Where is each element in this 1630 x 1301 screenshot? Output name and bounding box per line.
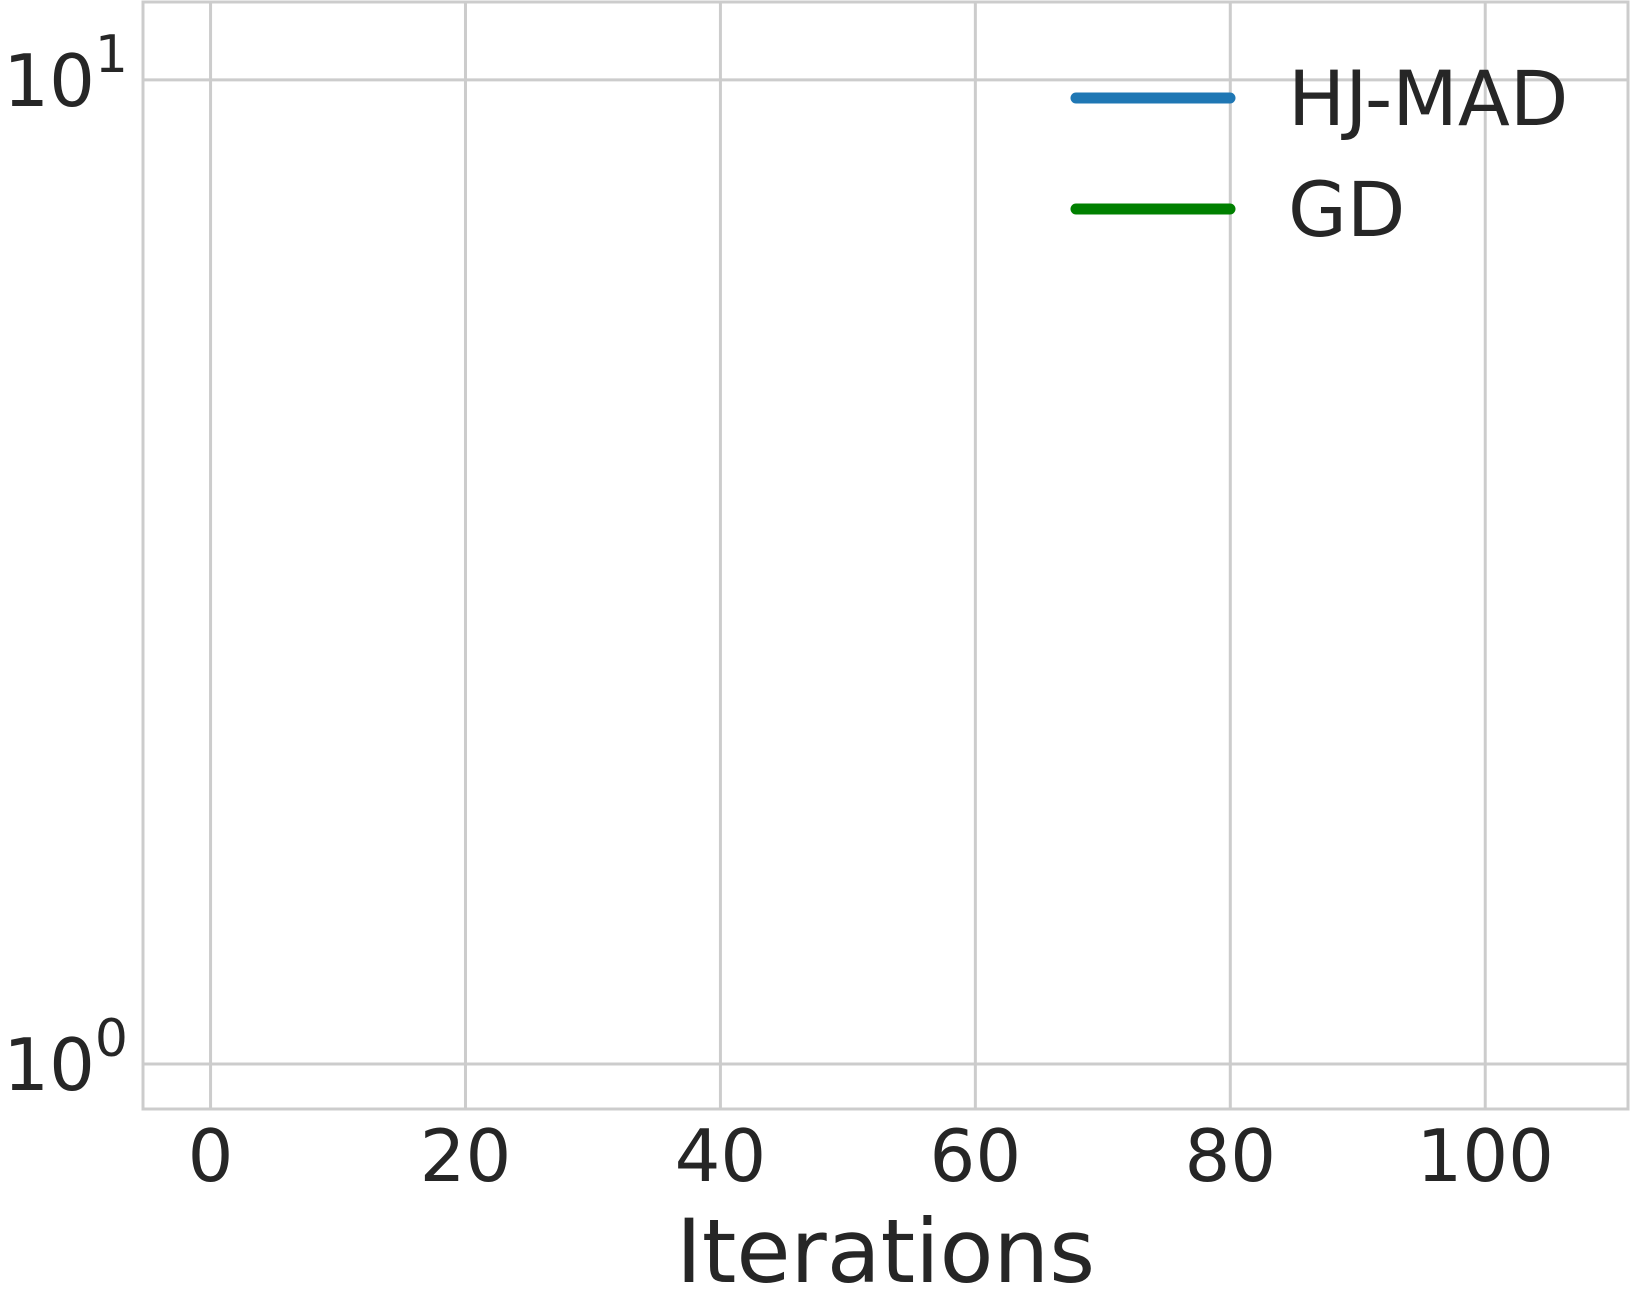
legend: HJ-MAD GD xyxy=(1070,54,1568,254)
y-tick-label: 101 xyxy=(3,25,128,123)
x-tick-label: 0 xyxy=(188,1114,234,1198)
legend-label: GD xyxy=(1288,165,1405,254)
y-tick-labels: 100 101 xyxy=(3,25,128,1107)
y-tick-label: 100 xyxy=(3,1009,128,1107)
x-tick-label: 60 xyxy=(930,1114,1022,1198)
x-tick-label: 20 xyxy=(420,1114,512,1198)
x-tick-label: 40 xyxy=(675,1114,767,1198)
x-tick-label: 80 xyxy=(1184,1114,1276,1198)
x-gridlines xyxy=(209,2,1487,1109)
x-tick-labels: 0 20 40 60 80 100 xyxy=(188,1114,1554,1198)
x-tick-label: 100 xyxy=(1417,1114,1554,1198)
x-axis-title: Iterations xyxy=(676,1200,1095,1301)
legend-label: HJ-MAD xyxy=(1288,54,1568,143)
y-gridlines xyxy=(143,78,1628,1066)
plot-area-frame xyxy=(141,0,1630,1111)
